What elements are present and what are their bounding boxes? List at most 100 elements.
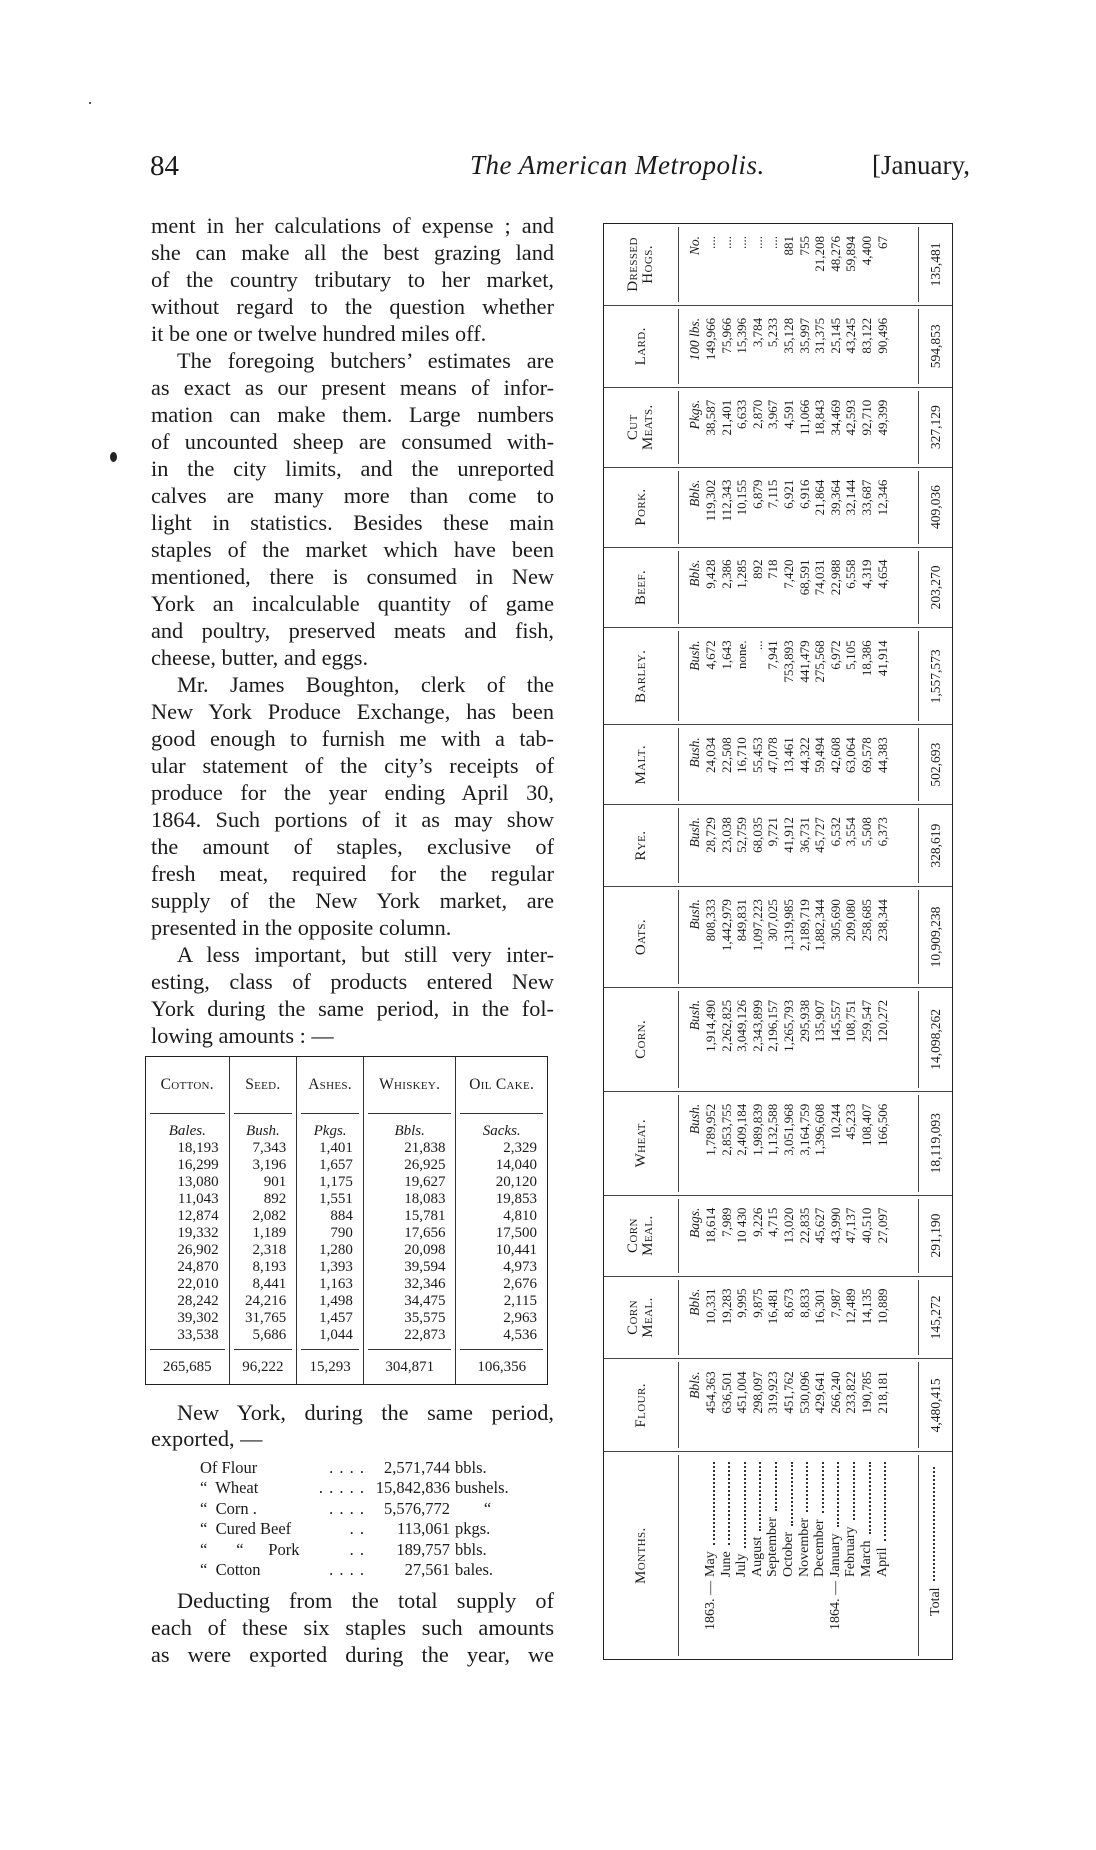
table-cell: 11,066: [796, 399, 812, 436]
table-cell: 34,475: [404, 1293, 446, 1309]
table-cell: 1,393: [319, 1259, 353, 1275]
column-header: Oats.: [604, 890, 679, 984]
table-cell: 2,676: [503, 1276, 537, 1292]
month-row: 1864. — January: [827, 1452, 844, 1659]
table-cell: 12,346: [874, 479, 890, 516]
text-line: presented in the opposite column.: [151, 915, 452, 940]
month-row: 1863. — May: [703, 1452, 719, 1659]
export-row: “ Wheat . . . . . 15,842,836 bushels.: [200, 1478, 620, 1498]
table-cell: 298,097: [749, 1371, 765, 1414]
table-cell: 4,319: [858, 559, 874, 589]
text-line: without regard to the question whether: [151, 294, 554, 319]
table-cell: 4,536: [503, 1327, 537, 1343]
month-row: November: [796, 1452, 813, 1659]
table-cell: 45,627: [812, 1207, 828, 1244]
table-cell: 21,838: [404, 1140, 446, 1156]
export-unit: bushels.: [455, 1478, 509, 1498]
table-column: Cut Meats. Pkgs. 38,587 21,401 6,633 2,870 3,9…: [604, 387, 952, 468]
table-cell: 4,654: [874, 559, 890, 589]
text-line: New York, during the same period,: [177, 1400, 554, 1425]
text-line: Mr. James Boughton, clerk of the: [177, 672, 554, 697]
column-total: 4,480,415: [918, 1362, 952, 1449]
text-line: esting, class of products entered New: [151, 969, 554, 994]
table-cell: ...: [749, 640, 765, 651]
month-name: September: [765, 1517, 781, 1577]
table-cell: 1,044: [319, 1327, 353, 1343]
table-cell: 295,938: [796, 999, 812, 1043]
table-cell: 27,097: [874, 1207, 890, 1244]
table-cell: 47,078: [765, 737, 781, 774]
table-cell: 33,687: [858, 479, 874, 516]
column-header: Cut Meats.: [604, 390, 679, 464]
text-line: mation can make them. Large numbers: [151, 402, 554, 427]
table-cell: 9,226: [749, 1207, 765, 1237]
export-label: Of Flour: [200, 1458, 258, 1477]
table-cell: 2,409,184: [734, 1103, 750, 1156]
table-cell: 1,457: [319, 1310, 353, 1326]
table-cell: 5,508: [858, 817, 874, 847]
unit-label: Bush.: [687, 737, 702, 768]
column-header: Pork.: [604, 470, 679, 544]
table-cell: 17,656: [404, 1225, 446, 1241]
text-line: mentioned, there is consumed in New: [151, 564, 554, 589]
table-cell: 3,051,968: [780, 1103, 796, 1156]
table-cell: 13,080: [177, 1174, 219, 1190]
text-line: ment in her calculations of expense ; an…: [151, 213, 554, 238]
table-cell: 266,240: [827, 1371, 843, 1414]
table-cell: 6,558: [843, 559, 859, 589]
column-header: Rye.: [604, 808, 679, 884]
table-cell: 44,322: [796, 737, 812, 774]
column-header: Oil Cake.: [460, 1057, 543, 1114]
table-cell: 69,578: [858, 737, 874, 774]
column-header: Corn Meal.: [604, 1279, 679, 1356]
table-cell: 74,031: [812, 559, 828, 596]
month-row: September: [765, 1452, 781, 1659]
table-cell: 35,128: [780, 317, 796, 354]
year-label: [812, 1577, 828, 1659]
table-cell: 12,874: [177, 1208, 219, 1224]
table-cell: 2,189,719: [796, 899, 812, 952]
table-cell: 22,508: [718, 737, 734, 774]
page-number: 84: [150, 150, 179, 182]
table-cell: 2,853,755: [718, 1103, 734, 1156]
table-cell: 44,383: [874, 737, 890, 774]
table-cell: 6,879: [749, 479, 765, 509]
table-cell: 22,873: [404, 1327, 446, 1343]
table-cell: ....: [703, 235, 718, 249]
table-cell: 28,729: [703, 817, 718, 853]
table-cell: 16,710: [734, 737, 750, 774]
table-cell: 45,727: [812, 817, 828, 853]
table-cell: 38,587: [703, 399, 718, 436]
table-column: Lard. 100 lbs. 149,966 75,966 15,396 3,784 5,2…: [604, 305, 952, 388]
table-cell: 3,196: [252, 1157, 287, 1173]
unit-label: Bbls.: [687, 479, 702, 508]
table-column: Seed. Bush. 7,343 3,196 901 892 2,082 1,189 2,31…: [228, 1057, 297, 1384]
table-cell: 15,396: [734, 317, 750, 354]
table-cell: 2,318: [252, 1242, 287, 1258]
column-total: 291,190: [918, 1198, 952, 1273]
table-cell: 1,396,608: [812, 1103, 828, 1156]
export-row: “ Cotton . . . . 27,561 bales.: [200, 1560, 620, 1580]
dot-leader: [843, 1462, 855, 1521]
table-cell: 2,386: [718, 559, 734, 589]
table-cell: 21,208: [812, 235, 828, 272]
table-cell: 41,912: [780, 817, 796, 853]
table-column: Wheat. Bush. 1,789,952 2,853,755 2,409,184 1,…: [604, 1091, 952, 1196]
month-row: February: [843, 1452, 859, 1659]
month-row: April: [874, 1452, 891, 1659]
table-cell: 1,551: [319, 1191, 353, 1207]
table-cell: 15,781: [404, 1208, 446, 1224]
export-leader: . .: [349, 1539, 365, 1559]
export-label: “ Cured Beef: [200, 1519, 292, 1539]
table-cell: 10,244: [827, 1103, 843, 1140]
table-cell: none.: [734, 640, 750, 669]
table-cell: 83,122: [858, 317, 874, 354]
table-cell: 1,789,952: [703, 1103, 718, 1156]
table-cell: ....: [718, 235, 734, 249]
table-cell: 4,973: [503, 1259, 537, 1275]
table-cell: 1,280: [319, 1242, 353, 1258]
table-cell: 18,614: [703, 1207, 718, 1244]
table-cell: 275,568: [812, 640, 828, 683]
table-cell: 24,034: [703, 737, 718, 774]
column-total: 328,619: [918, 808, 952, 884]
